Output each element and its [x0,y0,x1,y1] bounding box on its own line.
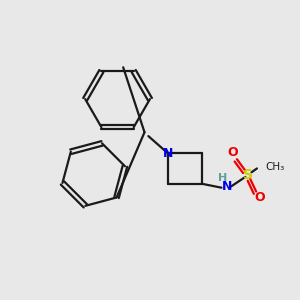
Text: O: O [255,191,265,204]
Text: N: N [222,180,232,193]
Text: CH₃: CH₃ [266,162,285,172]
Text: H: H [218,173,227,183]
Text: O: O [227,146,238,159]
Text: S: S [243,168,253,182]
Text: N: N [162,146,173,160]
